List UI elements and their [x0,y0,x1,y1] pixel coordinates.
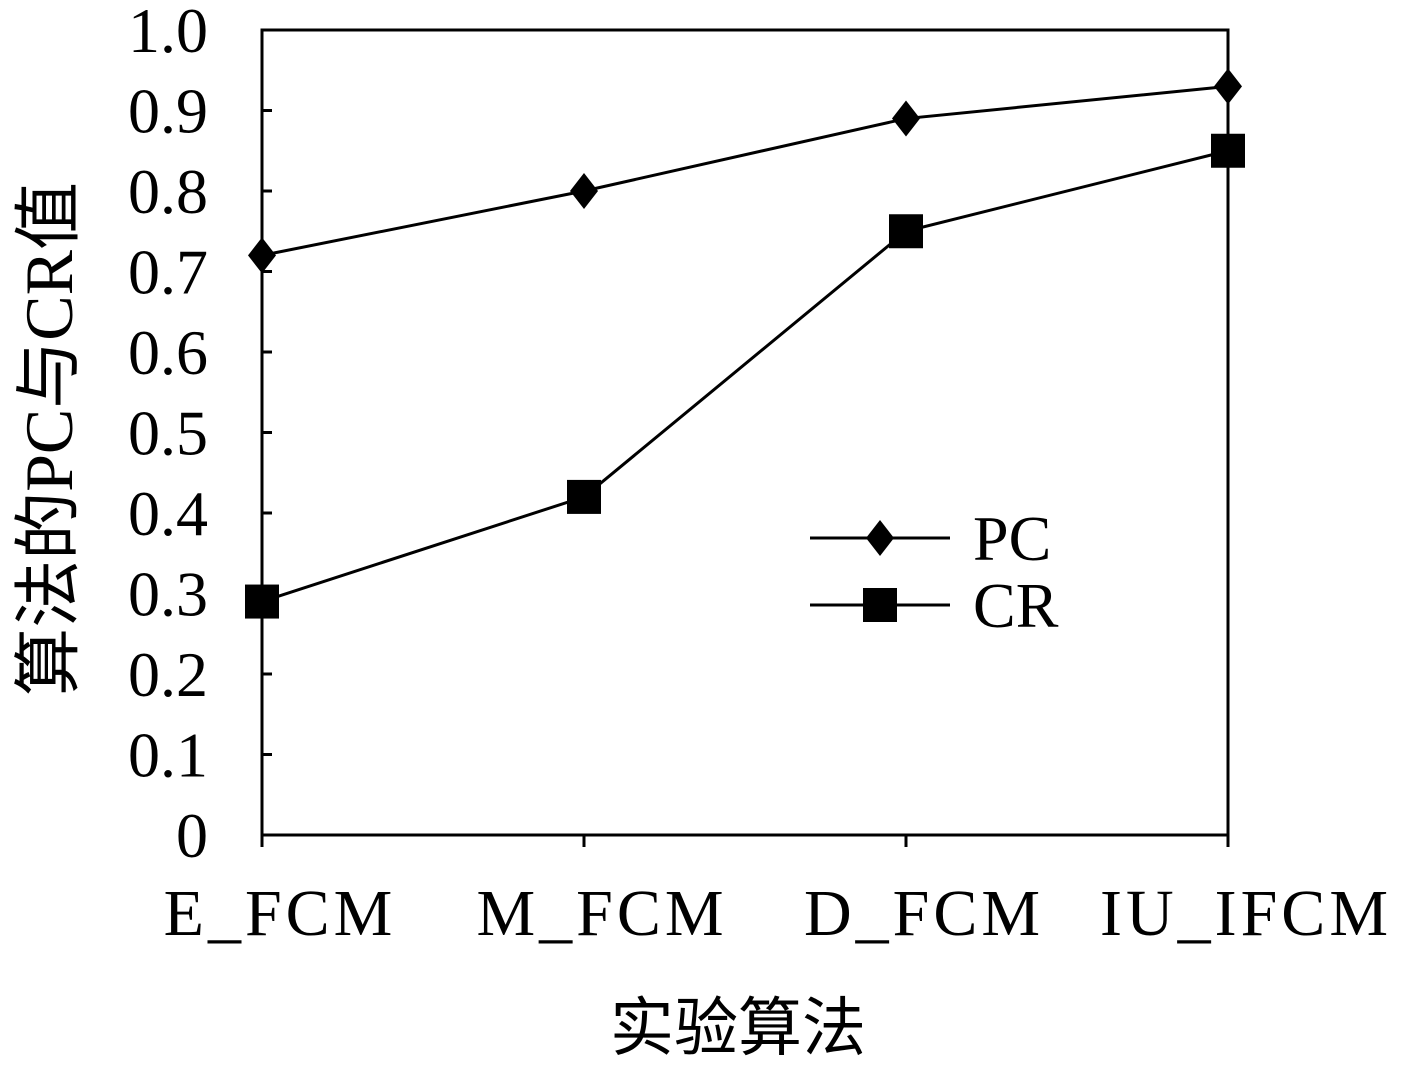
y-tick-label: 0.7 [128,237,208,308]
series-cr [245,133,1245,619]
pc-line [261,84,1229,257]
cr-line [261,149,1229,603]
series-pc [248,68,1242,274]
y-tick-label: 0 [176,800,208,871]
pc-marker-e-fcm [248,237,276,274]
x-tick-label-iu-ifcm: IU_IFCM [1100,877,1392,950]
x-tick-label-d-fcm: D_FCM [804,877,1044,950]
x-axis-title: 实验算法 [610,993,866,1064]
cr-marker-iu-ifcm [1211,133,1245,168]
legend-marker-cr [863,588,897,622]
y-tick-label: 0.3 [128,559,208,630]
y-tick-label: 0.6 [128,317,208,388]
legend-label-pc: PC [973,503,1051,574]
y-tick-label: 0.2 [128,639,208,710]
pc-marker-m-fcm [570,173,598,209]
y-tick-label: 0.4 [128,478,208,549]
pc-marker-iu-ifcm [1214,68,1242,105]
y-tick-label: 0.8 [128,156,208,227]
plot-frame [260,28,1230,837]
legend-item-pc: PC [810,503,1051,574]
x-tick-label-e-fcm: E_FCM [164,877,397,950]
legend-label-cr: CR [973,570,1059,641]
cr-marker-m-fcm [567,479,601,514]
pc-marker-d-fcm [892,100,920,137]
legend-item-cr: CR [810,570,1059,641]
cr-marker-e-fcm [245,584,279,619]
y-tick-label: 0.9 [128,76,208,147]
x-tick-label-m-fcm: M_FCM [476,877,727,950]
plot-area: 0 0.1 0.2 0.3 0.4 0.5 0.6 0.7 0.8 0.9 1.0 E_FCM M_FC… [128,0,1392,950]
y-axis-title: 算法的PC与CR值 [11,182,87,696]
y-tick-label: 0.1 [128,720,208,791]
cr-marker-d-fcm [889,214,923,249]
y-tick-label: 0.5 [128,398,208,469]
y-tick-label: 1.0 [128,0,208,66]
legend-marker-pc [866,520,894,556]
series-group [245,68,1245,619]
